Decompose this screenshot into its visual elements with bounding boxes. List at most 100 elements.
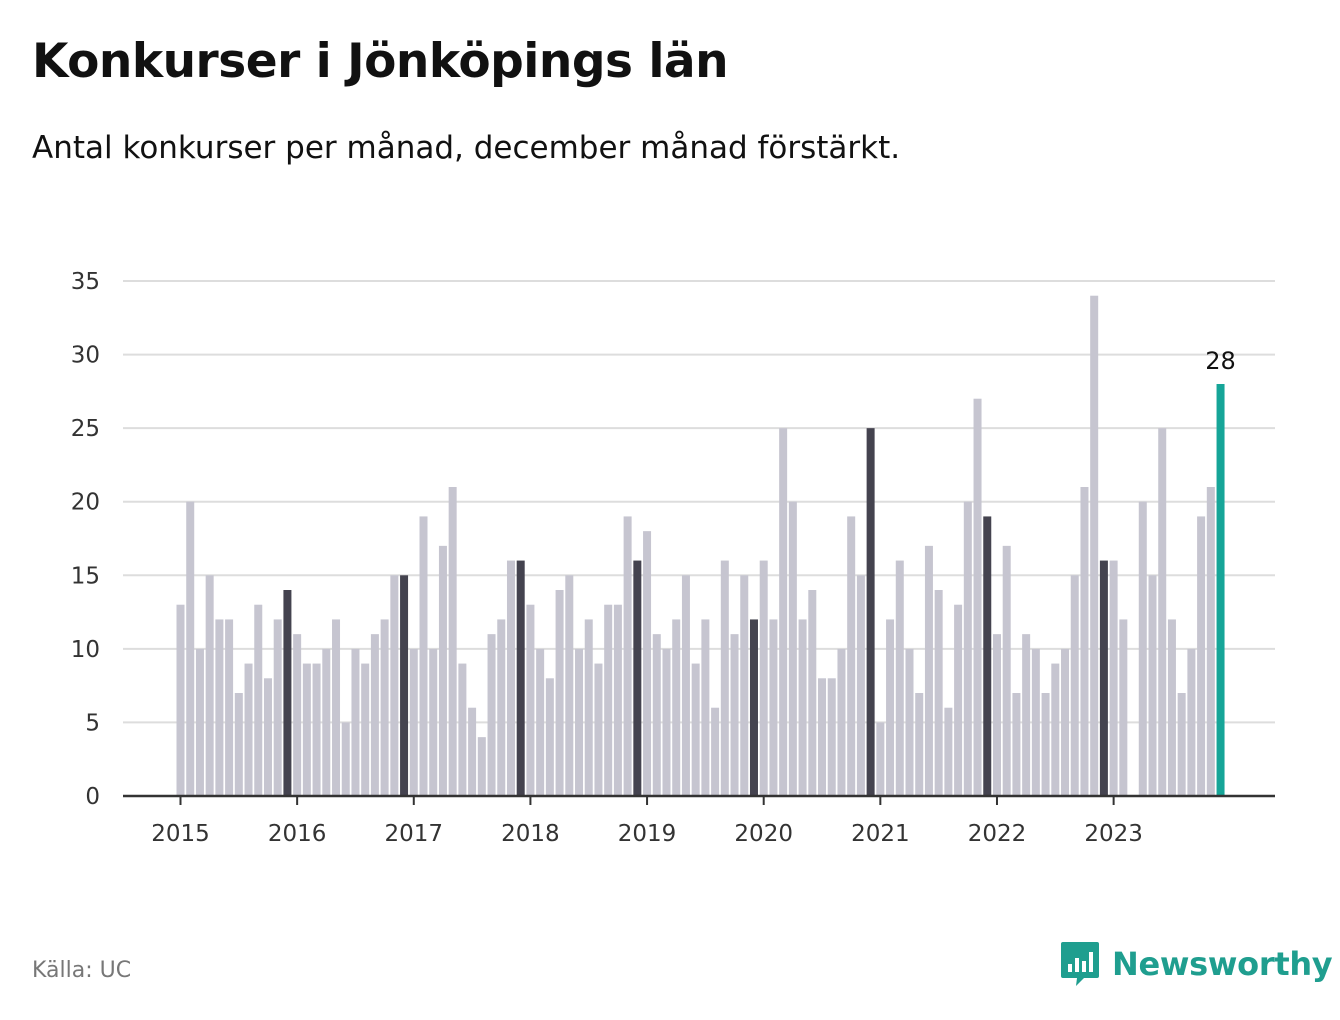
bar <box>954 604 963 796</box>
y-tick-label: 5 <box>85 710 100 736</box>
bar <box>302 663 311 796</box>
bar <box>215 619 224 796</box>
bar <box>1177 693 1186 796</box>
bar <box>205 575 214 796</box>
x-tick-label: 2021 <box>851 821 910 847</box>
bar <box>788 501 797 796</box>
bar <box>730 634 739 796</box>
bar <box>186 501 195 796</box>
brand-logo[interactable]: Newsworthy <box>1060 940 1333 988</box>
december-bar <box>749 619 758 796</box>
bar <box>409 648 418 796</box>
y-axis-ticks: 0 5 10 15 20 25 30 35 <box>71 269 100 810</box>
december-bar <box>283 590 292 796</box>
december-bar <box>1099 560 1108 796</box>
y-tick-label: 10 <box>71 637 100 663</box>
bar <box>701 619 710 796</box>
december-bar <box>400 575 409 796</box>
x-tick-label: 2019 <box>618 821 677 847</box>
bar <box>1041 693 1050 796</box>
x-tick-label: 2020 <box>734 821 793 847</box>
bar <box>1109 560 1118 796</box>
bar <box>856 575 865 796</box>
bar <box>1138 501 1147 796</box>
bar <box>847 516 856 796</box>
bar <box>545 678 554 796</box>
bar <box>254 604 263 796</box>
bar <box>225 619 234 796</box>
bar <box>643 531 652 796</box>
x-tick-label: 2016 <box>268 821 327 847</box>
bar <box>351 648 360 796</box>
bar <box>1090 295 1099 796</box>
y-tick-label: 20 <box>71 490 100 516</box>
bar <box>1158 428 1167 796</box>
bar <box>769 619 778 796</box>
bar <box>818 678 827 796</box>
bar <box>468 707 477 796</box>
x-tick-label: 2015 <box>151 821 210 847</box>
bar <box>458 663 467 796</box>
bar <box>575 648 584 796</box>
source-note: Källa: UC <box>32 958 132 983</box>
bar <box>565 575 574 796</box>
bar <box>604 604 613 796</box>
bar <box>944 707 953 796</box>
bar <box>244 663 253 796</box>
bar <box>798 619 807 796</box>
bar <box>234 693 243 796</box>
y-tick-label: 35 <box>71 269 100 295</box>
bar <box>341 722 350 796</box>
bar <box>263 678 272 796</box>
bar <box>497 619 506 796</box>
bar <box>380 619 389 796</box>
bar <box>623 516 632 796</box>
bar <box>740 575 749 796</box>
bar <box>924 545 933 796</box>
bar <box>672 619 681 796</box>
bar <box>361 663 370 796</box>
bar <box>895 560 904 796</box>
bar <box>1012 693 1021 796</box>
brand-name: Newsworthy <box>1112 945 1333 983</box>
chart-title: Konkurser i Jönköpings län <box>32 34 729 89</box>
bar <box>1080 487 1089 796</box>
latest-value-label: 28 <box>1205 347 1236 375</box>
bar <box>273 619 282 796</box>
bar <box>1197 516 1206 796</box>
value-labels: 28 <box>1205 347 1236 375</box>
bar <box>176 604 185 796</box>
bar <box>886 619 895 796</box>
y-tick-label: 25 <box>71 416 100 442</box>
bar <box>613 604 622 796</box>
bars <box>176 295 1225 796</box>
bar <box>293 634 302 796</box>
bar <box>973 398 982 796</box>
bar <box>419 516 428 796</box>
bar <box>827 678 836 796</box>
bar <box>720 560 729 796</box>
bar <box>1002 545 1011 796</box>
bar <box>1206 487 1215 796</box>
bar <box>915 693 924 796</box>
bar <box>876 722 885 796</box>
bar <box>808 590 817 796</box>
bar <box>536 648 545 796</box>
bar <box>312 663 321 796</box>
bar <box>662 648 671 796</box>
y-tick-label: 0 <box>85 784 100 810</box>
x-tick-label: 2023 <box>1084 821 1143 847</box>
y-tick-label: 15 <box>71 563 100 589</box>
x-tick-label: 2022 <box>968 821 1027 847</box>
x-tick-label: 2018 <box>501 821 560 847</box>
latest-bar <box>1216 384 1225 796</box>
bar <box>448 487 457 796</box>
bar <box>322 648 331 796</box>
december-bar <box>866 428 875 796</box>
bar <box>438 545 447 796</box>
bar <box>370 634 379 796</box>
bar <box>526 604 535 796</box>
bar <box>992 634 1001 796</box>
chart-subtitle: Antal konkurser per månad, december måna… <box>32 130 901 166</box>
bar <box>506 560 515 796</box>
